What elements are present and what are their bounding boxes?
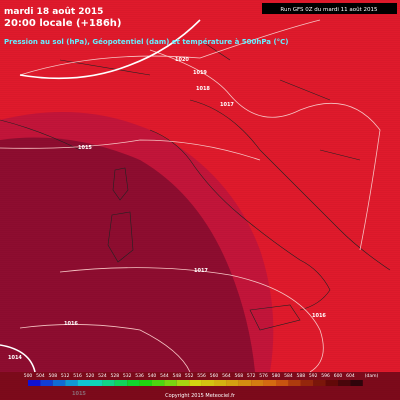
scale-label: 548 bbox=[173, 373, 182, 379]
scale-label: 556 bbox=[197, 373, 206, 379]
isobar-label: 1015 bbox=[78, 145, 92, 151]
scale-cell bbox=[276, 380, 289, 386]
scale-label: 516 bbox=[73, 373, 82, 379]
scale-cell bbox=[238, 380, 252, 386]
scale-cell bbox=[77, 380, 90, 386]
scale-label: 580 bbox=[272, 373, 281, 379]
scale-label: 536 bbox=[135, 373, 144, 379]
thick-isobars bbox=[0, 19, 201, 373]
isobar-label: 1016 bbox=[312, 313, 326, 319]
scale-cell bbox=[102, 380, 115, 386]
scale-label: 604 bbox=[346, 373, 355, 379]
scale-cell bbox=[338, 380, 351, 386]
scale-cell bbox=[251, 380, 264, 386]
scale-cell bbox=[90, 380, 103, 386]
scale-cell bbox=[214, 380, 227, 386]
scale-label: 584 bbox=[284, 373, 293, 379]
scale-label: 592 bbox=[309, 373, 318, 379]
run: Run GFS 0Z du mardi 11 août 2015 bbox=[280, 6, 378, 13]
scale-cell bbox=[226, 380, 239, 386]
isobar-label: 1020 bbox=[175, 57, 189, 63]
scale-label: 532 bbox=[123, 373, 132, 379]
scale-cell bbox=[28, 380, 41, 386]
color-scale: 500 504 508 512 516 520 524 528 532 536 540 544 548 5… bbox=[24, 373, 379, 386]
isobars bbox=[0, 19, 381, 373]
scale-unit: (dam) bbox=[365, 373, 379, 379]
scale-cell bbox=[114, 380, 128, 386]
scale-label: 544 bbox=[160, 373, 169, 379]
isobar-label: 1017 bbox=[194, 268, 208, 274]
time: 20:00 locale (+186h) bbox=[4, 18, 122, 29]
isobar-label: 1016 bbox=[64, 321, 78, 327]
scale-cell bbox=[40, 380, 53, 386]
isobar-label: 1018 bbox=[196, 86, 210, 92]
scale-cell bbox=[139, 380, 152, 386]
scale-cell bbox=[325, 380, 338, 386]
scale-label: 576 bbox=[259, 373, 268, 379]
scale-cell bbox=[350, 380, 363, 386]
scale-label: 508 bbox=[49, 373, 58, 379]
scale-label: 560 bbox=[210, 373, 219, 379]
isobar-label: 1017 bbox=[220, 102, 234, 108]
scale-cell bbox=[127, 380, 140, 386]
copyright: Copyright 2015 Meteociel.fr bbox=[165, 393, 236, 399]
scale-label: 520 bbox=[86, 373, 95, 379]
run-box bbox=[262, 3, 397, 14]
scale-cell bbox=[263, 380, 276, 386]
scale-label: 600 bbox=[334, 373, 343, 379]
date: mardi 18 août 2015 bbox=[4, 7, 103, 17]
scale-label: 572 bbox=[247, 373, 256, 379]
isobar-label: 1019 bbox=[193, 70, 207, 76]
scale-label: 596 bbox=[321, 373, 330, 379]
scale-cell bbox=[288, 380, 301, 386]
isobar-label: 1014 bbox=[8, 355, 22, 361]
scale-label: 540 bbox=[148, 373, 157, 379]
scale-label: 528 bbox=[111, 373, 120, 379]
scale-label: 500 bbox=[24, 373, 33, 379]
scale-cell bbox=[189, 380, 202, 386]
scale-label: 568 bbox=[235, 373, 244, 379]
scale-cell bbox=[176, 380, 190, 386]
scale-cell bbox=[65, 380, 78, 386]
scale-label: 524 bbox=[98, 373, 107, 379]
scale-label: 504 bbox=[36, 373, 45, 379]
coastlines bbox=[0, 39, 391, 331]
scale-label: 588 bbox=[297, 373, 306, 379]
description: Pression au sol (hPa), Géopotentiel (dam… bbox=[4, 38, 289, 46]
scale-cell bbox=[201, 380, 214, 386]
scale-label: 552 bbox=[185, 373, 194, 379]
scale-cell bbox=[164, 380, 177, 386]
scale-label: 564 bbox=[222, 373, 231, 379]
scale-label: 512 bbox=[61, 373, 70, 379]
scale-cell bbox=[52, 380, 66, 386]
scale-cell bbox=[300, 380, 314, 386]
scale-cell bbox=[313, 380, 326, 386]
scale-cell bbox=[152, 380, 165, 386]
